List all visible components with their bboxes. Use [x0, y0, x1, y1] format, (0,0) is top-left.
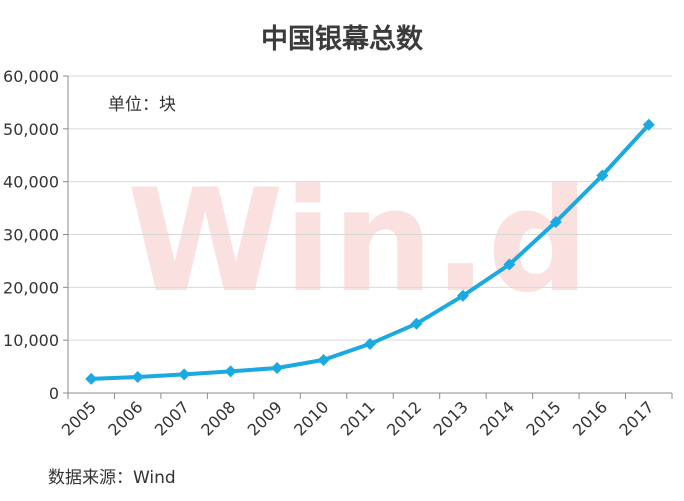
y-tick-label: 40,000 — [3, 173, 59, 192]
x-tick-label: 2009 — [244, 397, 286, 439]
gridlines — [68, 75, 672, 341]
data-series — [85, 118, 655, 385]
x-tick-label: 2007 — [151, 397, 193, 439]
data-point — [410, 317, 423, 330]
x-tick-label: 2008 — [197, 397, 239, 439]
x-tick-label: 2016 — [569, 397, 611, 439]
y-tick-label: 20,000 — [3, 278, 59, 297]
x-tick-label: 2006 — [104, 397, 146, 439]
data-point — [549, 215, 562, 228]
source-note: 数据来源：Wind — [48, 468, 176, 488]
data-point — [503, 258, 516, 271]
data-point — [178, 368, 191, 381]
data-point — [131, 370, 144, 383]
data-point — [642, 118, 655, 131]
data-point — [456, 289, 469, 302]
y-tick-label: 0 — [49, 384, 59, 403]
x-tick-label: 2005 — [58, 397, 100, 439]
x-tick-label: 2017 — [615, 397, 657, 439]
x-tick-label: 2012 — [383, 397, 425, 439]
x-tick-label: 2011 — [337, 397, 379, 439]
y-tick-label: 30,000 — [3, 226, 59, 245]
data-point — [596, 169, 609, 182]
y-tick-label: 10,000 — [3, 331, 59, 350]
data-point — [271, 362, 284, 375]
chart-title: 中国银幕总数 — [261, 24, 424, 55]
unit-note: 单位：块 — [108, 95, 176, 115]
y-tick-labels: 0 10,000 20,000 30,000 40,000 50,000 60,000 — [3, 67, 59, 403]
watermark: Win.d — [127, 159, 589, 324]
x-tick-label: 2015 — [522, 397, 564, 439]
data-point — [224, 365, 237, 378]
x-tick-labels: 2005 2006 2007 2008 2009 2010 2011 2012 2013 2014… — [58, 397, 658, 439]
y-tick-label: 50,000 — [3, 120, 59, 139]
axes — [63, 75, 673, 399]
data-point — [317, 353, 330, 366]
data-point — [364, 337, 376, 350]
x-tick-label: 2013 — [430, 397, 472, 439]
y-tick-label: 60,000 — [3, 67, 59, 86]
x-tick-label: 2014 — [476, 397, 518, 439]
x-tick-label: 2010 — [290, 397, 332, 439]
data-point — [85, 372, 98, 385]
